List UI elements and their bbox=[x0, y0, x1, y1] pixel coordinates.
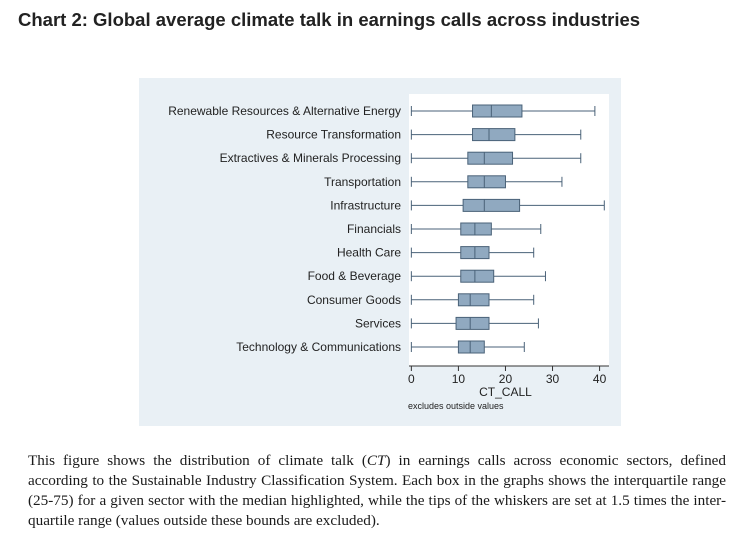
category-label: Health Care bbox=[337, 246, 401, 260]
category-label: Renewable Resources & Alternative Energy bbox=[168, 104, 401, 118]
caption-ct-symbol: CT bbox=[366, 452, 386, 469]
category-label: Resource Transformation bbox=[266, 128, 401, 142]
category-label: Extractives & Minerals Processing bbox=[220, 151, 401, 165]
category-label: Technology & Communications bbox=[236, 340, 401, 354]
figure-caption: This figure shows the distribution of cl… bbox=[28, 451, 726, 531]
category-label: Consumer Goods bbox=[307, 293, 401, 307]
box-plot-chart: 0 10 20 30 40 CT_CALL excludes outside values R… bbox=[168, 94, 609, 411]
x-tick-label: 10 bbox=[452, 372, 466, 386]
x-tick-label: 0 bbox=[408, 372, 415, 386]
chart-panel: 0 10 20 30 40 CT_CALL excludes outside values R… bbox=[139, 78, 621, 426]
category-label: Infrastructure bbox=[330, 198, 401, 212]
iqr-box bbox=[472, 128, 516, 142]
category-label: Transportation bbox=[324, 175, 401, 189]
iqr-box bbox=[467, 151, 514, 165]
x-axis-label: CT_CALL bbox=[479, 385, 532, 399]
iqr-box bbox=[455, 316, 490, 330]
iqr-box bbox=[472, 104, 523, 118]
x-tick-label: 40 bbox=[593, 372, 607, 386]
iqr-box bbox=[460, 269, 495, 283]
iqr-box bbox=[457, 293, 490, 307]
caption-text-part1: This figure shows the distribution of cl… bbox=[28, 452, 367, 469]
iqr-box bbox=[460, 222, 492, 236]
x-tick-label: 30 bbox=[546, 372, 560, 386]
chart-title: Chart 2: Global average climate talk in … bbox=[18, 9, 641, 30]
category-label: Food & Beverage bbox=[308, 269, 402, 283]
iqr-box bbox=[462, 198, 521, 212]
chart-note: excludes outside values bbox=[408, 401, 504, 411]
category-label: Financials bbox=[347, 222, 401, 236]
iqr-box bbox=[457, 340, 485, 354]
caption-text-part2: ) in earnings calls across economic sect… bbox=[28, 452, 726, 529]
category-label: Services bbox=[355, 316, 401, 330]
iqr-box bbox=[467, 175, 506, 189]
x-tick-label: 20 bbox=[499, 372, 513, 386]
